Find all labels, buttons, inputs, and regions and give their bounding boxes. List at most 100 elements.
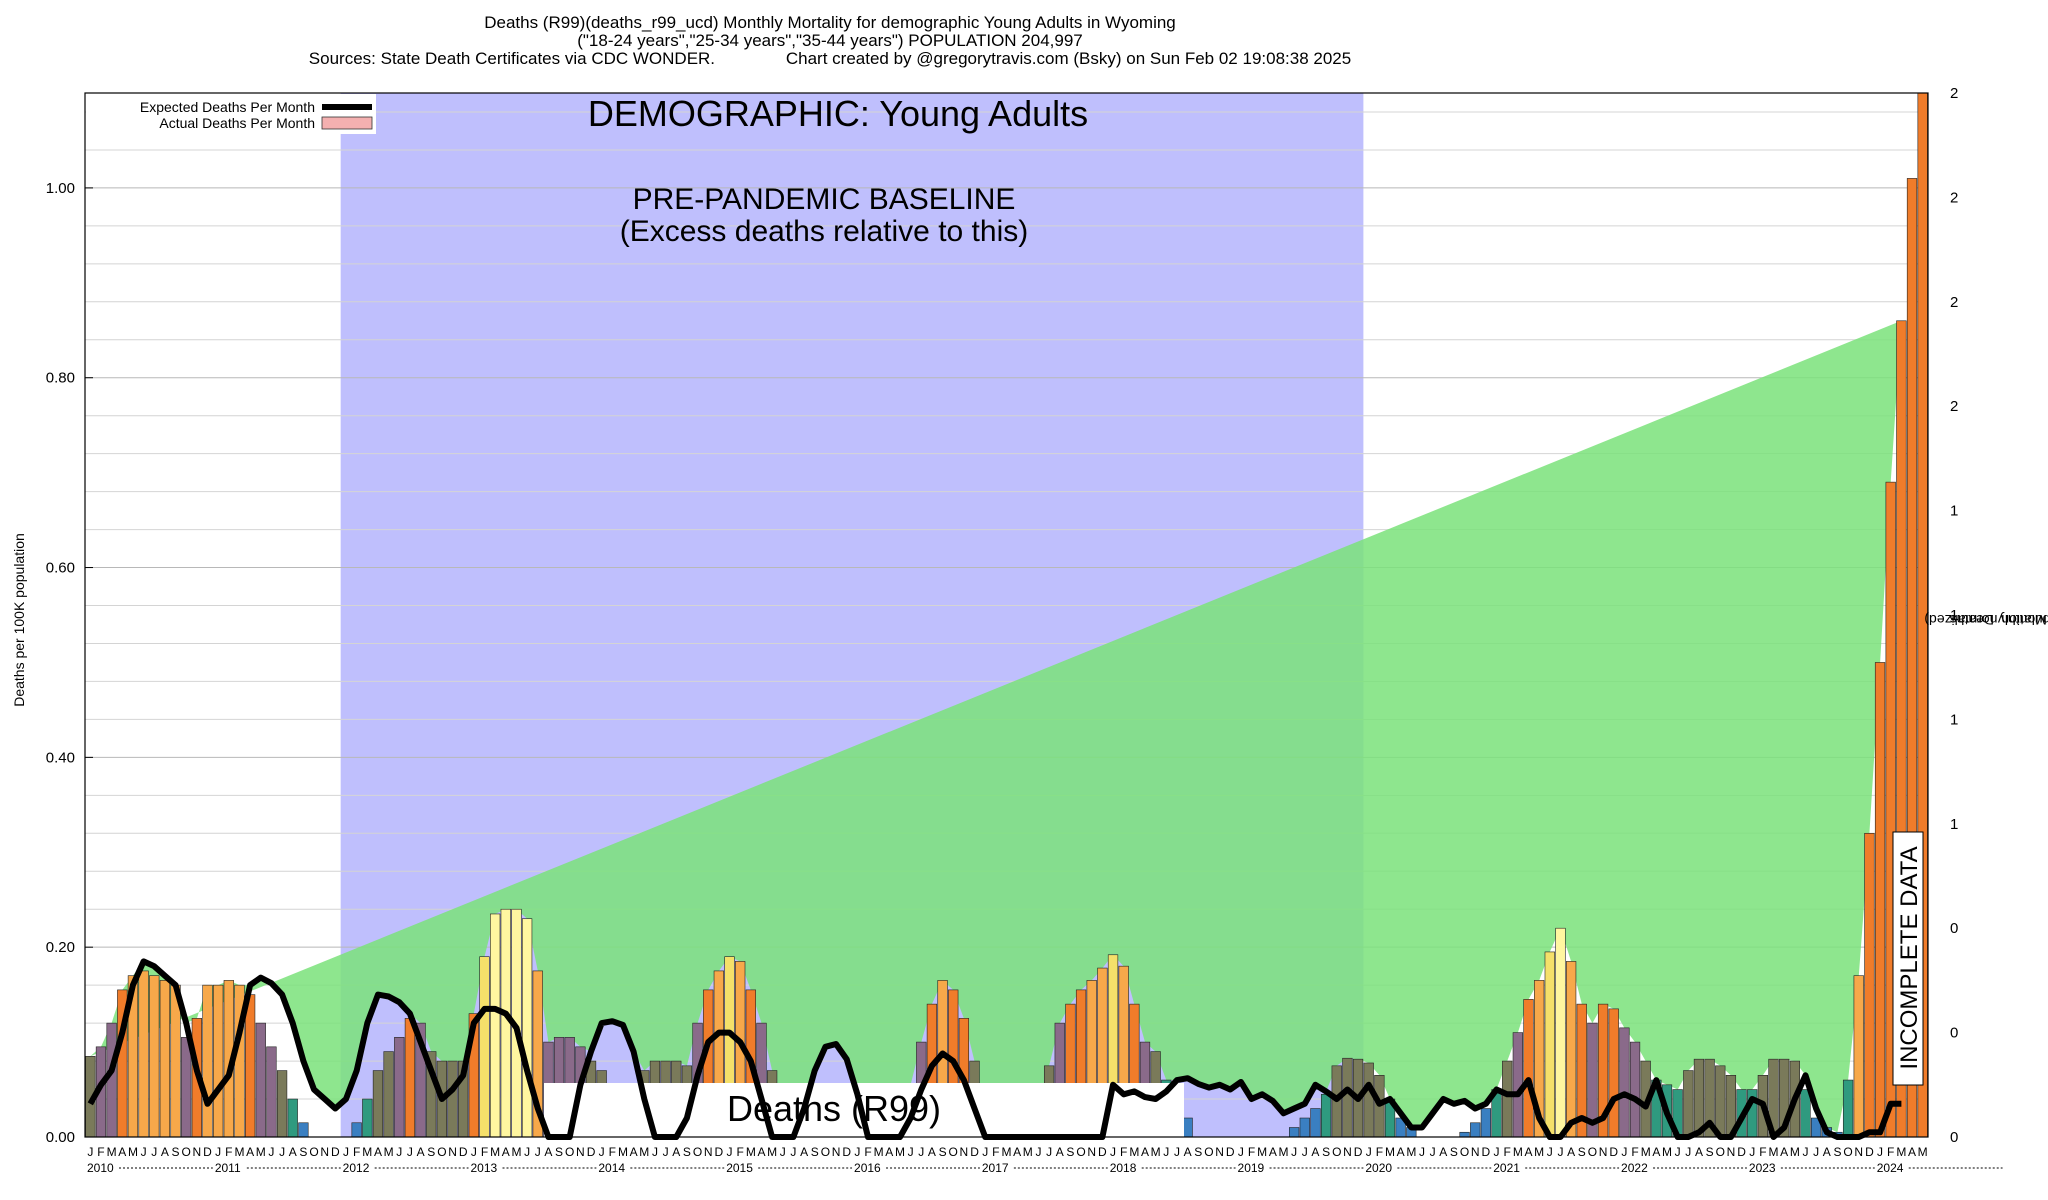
x-month-label: N (1727, 1145, 1736, 1159)
x-year-label: 2022 (1621, 1161, 1648, 1175)
x-month-label: O (565, 1145, 574, 1159)
x-month-label: A (374, 1145, 382, 1159)
x-month-label: J (396, 1145, 402, 1159)
x-month-label: S (1450, 1145, 1458, 1159)
x-month-label: J (908, 1145, 914, 1159)
x-month-label: J (1494, 1145, 1500, 1159)
y-tick-label: 0.20 (46, 939, 75, 956)
x-month-label: F (1631, 1145, 1638, 1159)
bar-actual-deaths (1874, 662, 1886, 1138)
bar-actual-deaths (1523, 999, 1534, 1138)
bar-actual-deaths (1512, 1032, 1523, 1138)
y2-tick-label: 0 (1950, 1025, 1958, 1042)
x-month-label: O (1588, 1145, 1597, 1159)
bar-actual-deaths (181, 1037, 192, 1138)
incomplete-data-box (1892, 831, 1924, 1086)
x-month-label: A (1439, 1145, 1447, 1159)
x-month-label: M (874, 1145, 884, 1159)
x-month-label: J (1430, 1145, 1436, 1159)
y2-tick-label: 1 (1950, 607, 1958, 624)
x-month-label: M (1641, 1145, 1651, 1159)
x-year-label: 2015 (726, 1161, 753, 1175)
x-month-label: J (918, 1145, 924, 1159)
y-axis-label-text: Deaths per 100K population (11, 533, 27, 707)
x-month-label: M (1129, 1145, 1139, 1159)
x-month-label: O (437, 1145, 446, 1159)
x-year-label: 2013 (471, 1161, 498, 1175)
bar-actual-deaths (521, 918, 533, 1138)
x-month-label: A (928, 1145, 936, 1159)
x-month-label: M (511, 1145, 521, 1159)
x-month-label: J (215, 1145, 221, 1159)
x-month-label: M (1918, 1145, 1928, 1159)
y-tick-label: 0.60 (46, 560, 75, 577)
y2-tick-label: 0 (1950, 1129, 1958, 1146)
x-month-label: M (107, 1145, 117, 1159)
bar-actual-deaths (394, 1037, 405, 1138)
x-month-label: S (1833, 1145, 1841, 1159)
x-month-label: A (502, 1145, 510, 1159)
bar-actual-deaths (255, 1022, 266, 1138)
x-month-label: D (1354, 1145, 1363, 1159)
x-month-label: O (1204, 1145, 1213, 1159)
x-month-label: M (1896, 1145, 1906, 1159)
x-year-label: 2021 (1493, 1161, 1520, 1175)
x-month-label: M (362, 1145, 372, 1159)
x-month-label: J (141, 1145, 147, 1159)
x-month-label: J (471, 1145, 477, 1159)
x-month-label: F (1504, 1145, 1511, 1159)
bar-actual-deaths (1363, 1062, 1374, 1138)
y2-tick-label: 1 (1950, 711, 1958, 728)
bar-actual-deaths (383, 1051, 394, 1138)
x-month-label: F (864, 1145, 871, 1159)
y2-tick-label: 2 (1950, 85, 1958, 102)
y2-tick-label: 2 (1950, 398, 1958, 415)
bar-actual-deaths (351, 1122, 362, 1138)
x-month-label: J (535, 1145, 541, 1159)
x-year-label: 2018 (1110, 1161, 1137, 1175)
x-month-label: M (234, 1145, 244, 1159)
x-month-label: M (1513, 1145, 1523, 1159)
x-month-label: J (279, 1145, 285, 1159)
x-month-label: M (1662, 1145, 1672, 1159)
y-tick-label: 0.00 (46, 1129, 75, 1146)
y2-tick-label: 2 (1950, 189, 1958, 206)
y-tick-label: 1.00 (46, 180, 75, 197)
x-month-label: J (1035, 1145, 1041, 1159)
excess-expected-area (90, 320, 1902, 1137)
x-month-label: J (1685, 1145, 1691, 1159)
y2-tick-label: 0 (1950, 920, 1958, 937)
x-month-label: S (1706, 1145, 1714, 1159)
x-month-label: J (663, 1145, 669, 1159)
x-month-label: J (854, 1145, 860, 1159)
x-month-label: S (1322, 1145, 1330, 1159)
x-month-label: D (1609, 1145, 1618, 1159)
x-month-label: O (1460, 1145, 1469, 1159)
x-month-label: A (544, 1145, 552, 1159)
x-month-label: A (417, 1145, 425, 1159)
x-month-label: M (1385, 1145, 1395, 1159)
x-year-label: 2010 (87, 1161, 114, 1175)
x-month-label: A (757, 1145, 765, 1159)
x-month-label: J (1110, 1145, 1116, 1159)
x-year-label: 2023 (1749, 1161, 1776, 1175)
x-month-label: J (151, 1145, 157, 1159)
x-year-label: 2014 (598, 1161, 625, 1175)
bar-actual-deaths (479, 956, 490, 1138)
bar-actual-deaths (490, 913, 501, 1138)
y-tick-label: 0.80 (46, 370, 75, 387)
x-month-label: A (161, 1145, 169, 1159)
x-month-label: M (1790, 1145, 1800, 1159)
x-month-label: A (289, 1145, 297, 1159)
x-month-label: D (331, 1145, 340, 1159)
x-month-label: S (811, 1145, 819, 1159)
x-month-label: F (225, 1145, 232, 1159)
bar-actual-deaths (1502, 1060, 1513, 1138)
x-month-label: J (780, 1145, 786, 1159)
x-month-label: D (459, 1145, 468, 1159)
x-month-label: A (672, 1145, 680, 1159)
x-month-label: J (599, 1145, 605, 1159)
x-month-label: N (1087, 1145, 1096, 1159)
bar-actual-deaths (447, 1060, 458, 1138)
x-month-label: J (1813, 1145, 1819, 1159)
